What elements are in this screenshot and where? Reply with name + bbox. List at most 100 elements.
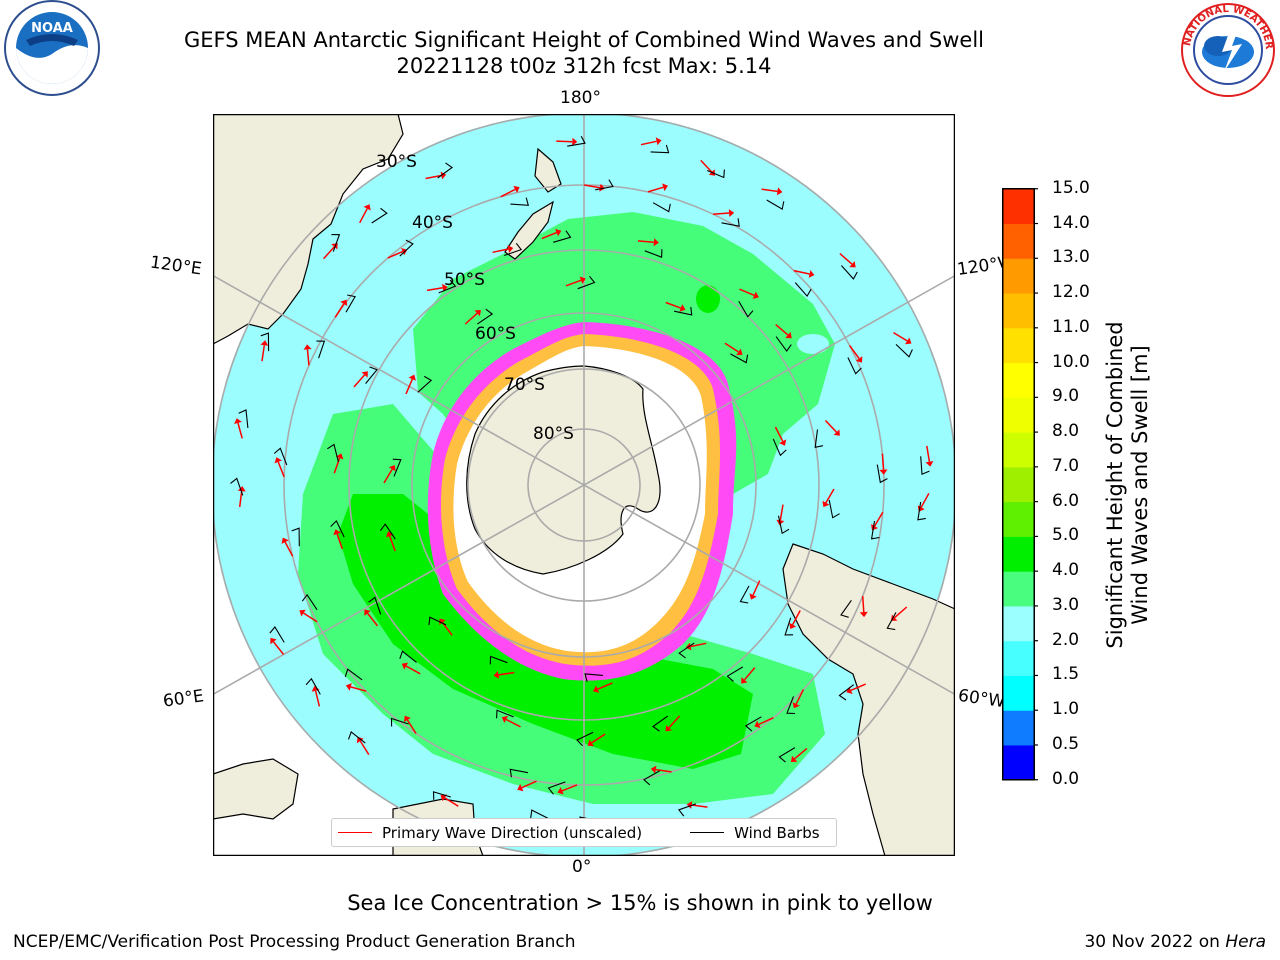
wave-arrow	[261, 345, 266, 362]
wave-arrowhead	[440, 794, 447, 802]
wind-barb	[784, 617, 794, 636]
wind-barb	[476, 308, 494, 325]
wind-barb	[895, 344, 913, 358]
new-zealand-land	[504, 147, 562, 260]
legend-wind-label: Wind Barbs	[734, 823, 820, 842]
colorbar-tick-label: 11.0	[1052, 316, 1090, 337]
wave-arrow	[668, 715, 681, 729]
wind-barb	[437, 162, 454, 179]
wave-arrow	[492, 248, 509, 254]
wave-arrow	[498, 671, 515, 676]
wave-arrow	[272, 641, 285, 655]
wind-barb	[644, 249, 663, 258]
wave-arrowhead	[679, 304, 686, 312]
colorbar-tick-label: 6.0	[1052, 490, 1080, 511]
wind-barb	[577, 275, 596, 290]
wave-arrowhead	[579, 276, 586, 284]
wave-arrowhead	[335, 453, 344, 460]
wind-barb	[390, 717, 409, 727]
wind-barb	[345, 294, 356, 313]
wave-arrow	[314, 690, 321, 707]
wave-arrow	[848, 345, 860, 359]
colorbar-tick-label: 12.0	[1052, 282, 1090, 303]
wind-barb	[230, 477, 244, 496]
wind-barb	[368, 596, 382, 615]
wave-arrow	[334, 303, 345, 318]
wind-barb	[744, 716, 762, 732]
wave-arrow	[775, 324, 789, 336]
wave-arrowhead	[790, 755, 798, 762]
wind-barb	[726, 666, 744, 682]
lon-label-60w: 60°W	[956, 685, 1007, 713]
footer-date: 30 Nov 2022 on	[1084, 932, 1226, 952]
wind-barb	[652, 715, 669, 732]
wave-arrow	[584, 184, 601, 189]
colorbar-cell	[1002, 744, 1035, 781]
colorbar-cell	[1002, 397, 1035, 433]
lat-label-80s: 80°S	[533, 424, 574, 444]
wave-arrow	[387, 250, 403, 259]
colorbar-label: Significant Height of Combined Wind Wave…	[1103, 321, 1153, 648]
wave-arrowhead	[361, 371, 368, 378]
wave-arrow	[920, 492, 930, 508]
wind-barb	[316, 340, 326, 359]
colorbar-tick-label: 10.0	[1052, 351, 1090, 372]
colorbar-tick-label: 9.0	[1052, 386, 1080, 407]
wave-arrow	[690, 642, 707, 648]
colorbar-tick-label: 2.0	[1052, 629, 1080, 650]
wind-barb	[814, 429, 824, 448]
wind-barb	[772, 438, 787, 457]
colorbar-tick-label: 0.5	[1052, 733, 1080, 754]
wave-arrow	[306, 349, 310, 366]
colorbar-cell	[1002, 432, 1035, 468]
colorbar-tick-label: 14.0	[1052, 212, 1090, 233]
wave-arrow	[238, 491, 243, 508]
wave-arrowhead	[388, 465, 396, 472]
wave-arrowhead	[808, 270, 815, 278]
wind-barb	[344, 668, 363, 681]
colorbar-cell	[1002, 327, 1035, 364]
colorbar-tick-label: 15.0	[1052, 177, 1090, 198]
wave-arrowhead	[662, 183, 668, 192]
wave-arrowhead	[281, 537, 289, 544]
wave-arrow	[350, 686, 367, 692]
wind-barbs	[230, 135, 930, 826]
wave-arrowhead	[234, 418, 242, 424]
wave-arrowhead	[440, 171, 447, 180]
colorbar-tick-label: 1.0	[1052, 699, 1080, 720]
wind-barb	[273, 447, 288, 466]
legend-wave-label: Primary Wave Direction (unscaled)	[382, 823, 643, 842]
colorbar-cell	[1002, 501, 1035, 537]
wind-barb	[432, 791, 451, 800]
wind-barb	[643, 770, 660, 786]
wind-barb	[530, 809, 549, 819]
lon-label-0: 0°	[572, 857, 592, 877]
wind-barb	[327, 443, 339, 463]
wind-barb	[331, 234, 341, 252]
wind-barb	[489, 655, 508, 665]
wave-arrow	[561, 784, 578, 792]
wave-arrow	[333, 457, 341, 474]
wave-arrow	[359, 740, 370, 755]
producer-credit: NCEP/EMC/Verification Post Processing Pr…	[13, 932, 576, 952]
wind-barb	[547, 781, 566, 795]
wave-arrow	[774, 426, 784, 442]
wind-barb	[305, 677, 321, 695]
wave-arrow	[665, 301, 682, 309]
wind-barb	[775, 336, 792, 353]
wind-barb	[876, 464, 888, 484]
legend-wind-item: Wind Barbs	[684, 823, 820, 842]
wave-arrow	[739, 288, 755, 296]
wind-barb	[650, 144, 670, 154]
wave-arrow	[500, 188, 516, 198]
wave-arrow	[700, 159, 713, 173]
wave-arrow	[893, 331, 908, 342]
wave-arrowhead	[785, 331, 792, 339]
wave-arrow	[758, 717, 774, 726]
wave-arrowhead	[859, 611, 868, 618]
wind-barb	[721, 218, 740, 227]
wind-barb	[260, 332, 270, 352]
wave-arrow	[795, 689, 805, 705]
map-title: GEFS MEAN Antarctic Significant Height o…	[183, 28, 985, 52]
wave-arrowhead	[855, 356, 863, 363]
